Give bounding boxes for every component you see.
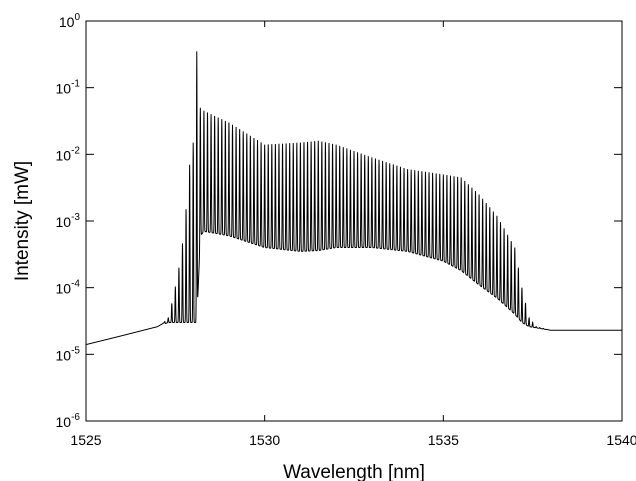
y-tick-label: 10-1	[56, 79, 81, 97]
y-tick-label: 100	[59, 12, 81, 30]
x-tick-label: 1525	[70, 432, 101, 448]
x-tick-label: 1535	[428, 432, 459, 448]
x-axis-label: Wavelength [nm]	[283, 462, 425, 481]
plot-frame	[85, 20, 623, 422]
x-tick-label: 1540	[606, 432, 636, 448]
tick-labels: 1525 1530 1535 1540 10-6 10-5 10-4 10-3 10-2 10-1…	[56, 12, 636, 448]
tick-marks	[85, 20, 623, 422]
spectrum-line	[85, 51, 622, 346]
y-tick-label: 10-5	[56, 345, 81, 363]
y-tick-label: 10-3	[56, 212, 81, 230]
x-tick-label: 1530	[249, 432, 280, 448]
y-tick-label: 10-6	[56, 412, 81, 430]
y-tick-label: 10-4	[56, 279, 81, 297]
y-axis-label: Intensity [mW]	[12, 161, 33, 281]
y-tick-label: 10-2	[56, 145, 81, 163]
